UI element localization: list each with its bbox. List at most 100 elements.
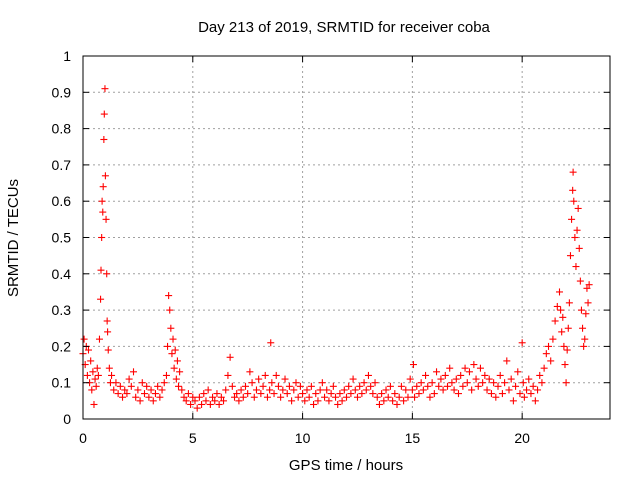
data-point	[101, 172, 109, 180]
data-point	[574, 204, 582, 212]
data-point	[338, 397, 346, 405]
data-point	[209, 393, 217, 401]
data-point	[250, 393, 258, 401]
data-point	[555, 288, 563, 296]
data-point	[573, 226, 581, 234]
data-point	[149, 397, 157, 405]
x-tick-label: 0	[79, 430, 87, 446]
data-point	[130, 368, 138, 376]
data-point	[501, 379, 509, 387]
data-point	[299, 390, 307, 398]
data-point	[84, 346, 92, 354]
data-point	[134, 386, 142, 394]
data-point	[417, 379, 425, 387]
data-point	[103, 270, 111, 278]
data-point	[444, 382, 452, 390]
data-point	[395, 393, 403, 401]
data-point	[371, 379, 379, 387]
data-point	[570, 197, 578, 205]
data-point	[525, 375, 533, 383]
data-point	[176, 368, 184, 376]
data-point	[92, 382, 100, 390]
data-point	[172, 375, 180, 383]
data-point	[261, 371, 269, 379]
data-point	[536, 371, 544, 379]
data-point	[101, 85, 109, 93]
data-point	[520, 393, 528, 401]
data-point	[472, 375, 480, 383]
data-point	[367, 382, 375, 390]
y-axis-label: SRMTID / TECUs	[5, 179, 22, 297]
y-tick-label: 0.9	[52, 84, 72, 100]
data-point	[448, 379, 456, 387]
data-point	[263, 393, 271, 401]
y-tick-label: 0.6	[52, 193, 72, 209]
data-point	[294, 393, 302, 401]
data-point	[266, 386, 274, 394]
data-point	[292, 379, 300, 387]
data-point	[439, 386, 447, 394]
data-point	[564, 324, 572, 332]
data-point	[99, 183, 107, 191]
data-point	[422, 371, 430, 379]
data-point	[305, 393, 313, 401]
data-point	[224, 371, 232, 379]
data-point	[257, 390, 265, 398]
data-point	[360, 379, 368, 387]
data-point	[468, 386, 476, 394]
data-point	[321, 393, 329, 401]
data-point	[274, 382, 282, 390]
data-point	[127, 382, 135, 390]
data-point	[136, 397, 144, 405]
data-point	[288, 397, 296, 405]
data-point	[380, 397, 388, 405]
data-point	[457, 371, 465, 379]
data-point	[483, 386, 491, 394]
data-point	[474, 382, 482, 390]
data-point	[154, 382, 162, 390]
data-point	[413, 382, 421, 390]
data-point	[100, 110, 108, 118]
grid	[83, 56, 610, 419]
data-point	[270, 390, 278, 398]
data-point	[222, 386, 230, 394]
data-point	[98, 234, 106, 241]
data-point	[168, 350, 176, 358]
data-point	[378, 390, 386, 398]
data-point	[165, 292, 173, 300]
data-point	[353, 393, 361, 401]
data-point	[347, 390, 355, 398]
data-point	[231, 393, 239, 401]
data-point	[397, 382, 405, 390]
data-point	[503, 357, 511, 365]
data-point	[450, 386, 458, 394]
data-point	[351, 386, 359, 394]
data-point	[470, 361, 478, 369]
data-point	[83, 371, 91, 379]
y-tick-labels: 0 0.1 0.2 0.3 0.4 0.5 0.6 0.7 0.8 0.9 1	[52, 48, 72, 427]
data-point	[369, 390, 377, 398]
data-point	[560, 342, 568, 350]
data-point	[362, 386, 370, 394]
data-point	[415, 390, 423, 398]
data-point	[314, 397, 322, 405]
data-point	[373, 393, 381, 401]
data-point	[531, 397, 539, 405]
data-point	[140, 390, 148, 398]
data-point	[463, 379, 471, 387]
data-point	[226, 353, 234, 361]
data-point	[349, 375, 357, 383]
data-point	[241, 382, 249, 390]
data-point	[409, 361, 417, 369]
data-point	[518, 339, 526, 347]
data-point	[481, 371, 489, 379]
data-point	[577, 306, 585, 314]
data-point	[384, 393, 392, 401]
data-point	[175, 382, 183, 390]
data-point	[584, 299, 592, 307]
data-point	[307, 382, 315, 390]
data-point	[411, 393, 419, 401]
y-tick-label: 0.2	[52, 338, 72, 354]
data-point	[505, 386, 513, 394]
